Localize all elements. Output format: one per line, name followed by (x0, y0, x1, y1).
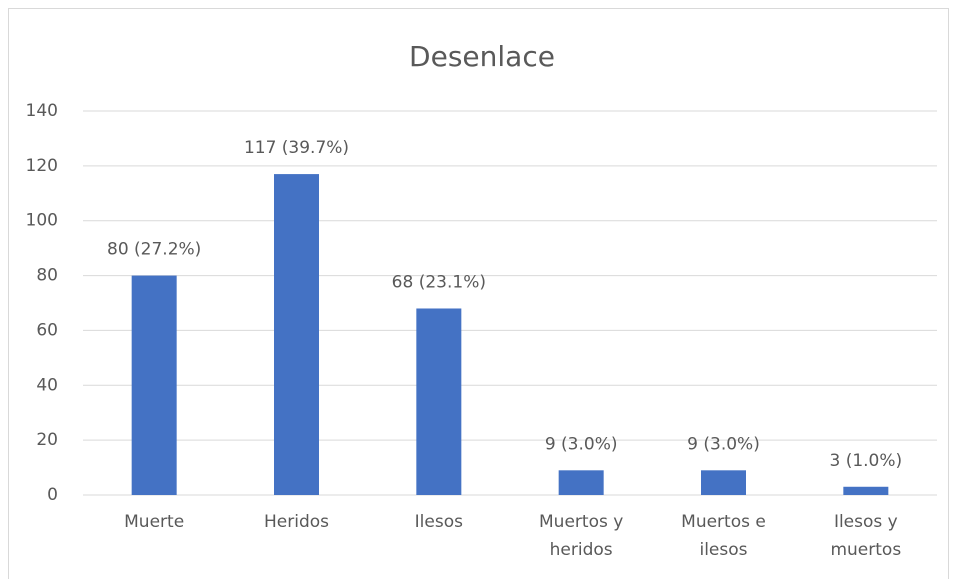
chart-title: Desenlace (409, 40, 555, 73)
x-tick-label: Heridos (263, 512, 329, 532)
x-tick-label: Muertos y heridos (539, 512, 624, 560)
data-label: 68 (23.1%) (392, 272, 486, 292)
data-label: 3 (1.0%) (829, 451, 902, 471)
data-label: 9 (3.0%) (545, 434, 618, 454)
y-tick-label: 120 (26, 156, 58, 176)
bar (416, 308, 462, 495)
data-label: 9 (3.0%) (687, 434, 760, 454)
y-tick-label: 40 (36, 375, 58, 395)
y-tick-label: 20 (36, 430, 58, 450)
y-tick-label: 80 (36, 266, 58, 286)
bar (843, 486, 889, 495)
data-label: 80 (27.2%) (107, 240, 201, 260)
y-tick-label: 60 (36, 320, 58, 340)
x-tick-label: Ilesos y muertos (830, 512, 902, 560)
bar (131, 275, 177, 495)
bar (558, 470, 604, 495)
x-tick-label: Muerte (124, 512, 185, 532)
x-tick-label: Muertos e ilesos (681, 512, 766, 560)
chart-frame (8, 8, 949, 579)
data-label: 117 (39.7%) (244, 138, 349, 158)
bar (274, 174, 319, 496)
bar (701, 470, 746, 495)
x-tick-label: Ilesos (414, 512, 463, 532)
y-tick-label: 100 (26, 211, 58, 231)
y-tick-label: 0 (47, 485, 58, 505)
y-tick-label: 140 (26, 101, 58, 121)
